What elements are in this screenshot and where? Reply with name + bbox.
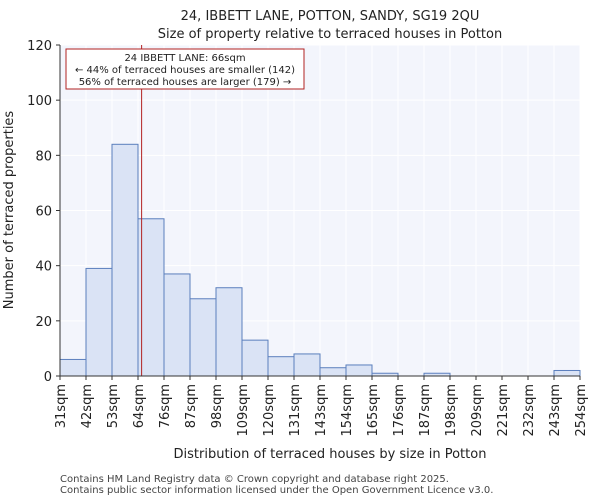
x-tick-label: 120sqm	[262, 384, 277, 437]
bar	[241, 339, 269, 377]
y-tick-label: 120	[27, 39, 52, 54]
x-tick-label: 87sqm	[184, 384, 199, 428]
x-tick-label: 232sqm	[522, 384, 537, 437]
bar	[553, 369, 581, 377]
bar	[111, 143, 139, 377]
x-tick-label: 154sqm	[340, 384, 355, 437]
y-tick-label: 40	[35, 260, 52, 275]
x-tick-label: 76sqm	[158, 384, 173, 428]
x-tick-label: 209sqm	[470, 384, 485, 437]
y-tick-label: 20	[35, 315, 52, 330]
x-tick-label: 109sqm	[236, 384, 251, 437]
x-tick-label: 31sqm	[54, 384, 69, 428]
bar	[85, 267, 113, 377]
footer-line-1: Contains HM Land Registry data © Crown c…	[60, 474, 449, 485]
y-tick-label: 0	[44, 370, 52, 385]
x-tick-label: 187sqm	[418, 384, 433, 437]
x-tick-label: 176sqm	[392, 384, 407, 437]
x-tick-label: 165sqm	[366, 384, 381, 437]
x-tick-label: 131sqm	[288, 384, 303, 437]
x-tick-label: 198sqm	[444, 384, 459, 437]
x-tick-label: 98sqm	[210, 384, 225, 428]
bar	[189, 298, 217, 377]
y-tick-label: 100	[27, 94, 52, 109]
x-tick-label: 64sqm	[132, 384, 147, 428]
x-tick-label: 254sqm	[574, 384, 589, 437]
bars-group	[59, 143, 581, 377]
chart-svg: 24, IBBETT LANE, POTTON, SANDY, SG19 2QU…	[2, 9, 589, 462]
chart-title: 24, IBBETT LANE, POTTON, SANDY, SG19 2QU	[181, 9, 480, 24]
chart-subtitle: Size of property relative to terraced ho…	[158, 27, 502, 42]
y-axis-label: Number of terraced properties	[2, 111, 17, 310]
x-tick-label: 221sqm	[496, 384, 511, 437]
x-tick-label: 53sqm	[106, 384, 121, 428]
y-tick-label: 60	[35, 205, 52, 220]
y-tick-labels: 0 20 40 60 80 100 120	[27, 39, 60, 385]
annotation-line-2: ← 44% of terraced houses are smaller (14…	[75, 65, 295, 76]
bar	[267, 356, 295, 377]
x-tick-label: 42sqm	[80, 384, 95, 428]
annotation-box	[65, 48, 305, 90]
bar	[293, 353, 321, 377]
x-tick-label: 243sqm	[548, 384, 563, 437]
annotation-line-1: 24 IBBETT LANE: 66sqm	[124, 53, 245, 64]
annotation-line-3: 56% of terraced houses are larger (179) …	[79, 77, 292, 88]
bar	[345, 364, 373, 377]
x-tick-label: 143sqm	[314, 384, 329, 437]
bar	[319, 367, 347, 377]
bar	[163, 273, 191, 377]
x-tick-labels: 31sqm 42sqm 53sqm 64sqm 76sqm 87sqm 98sqm 109sq…	[54, 376, 589, 437]
y-tick-label: 80	[35, 149, 52, 164]
footer-line-2: Contains public sector information licen…	[60, 485, 494, 496]
x-axis-label: Distribution of terraced houses by size …	[174, 447, 487, 462]
bar	[59, 358, 87, 377]
bar	[215, 287, 243, 377]
